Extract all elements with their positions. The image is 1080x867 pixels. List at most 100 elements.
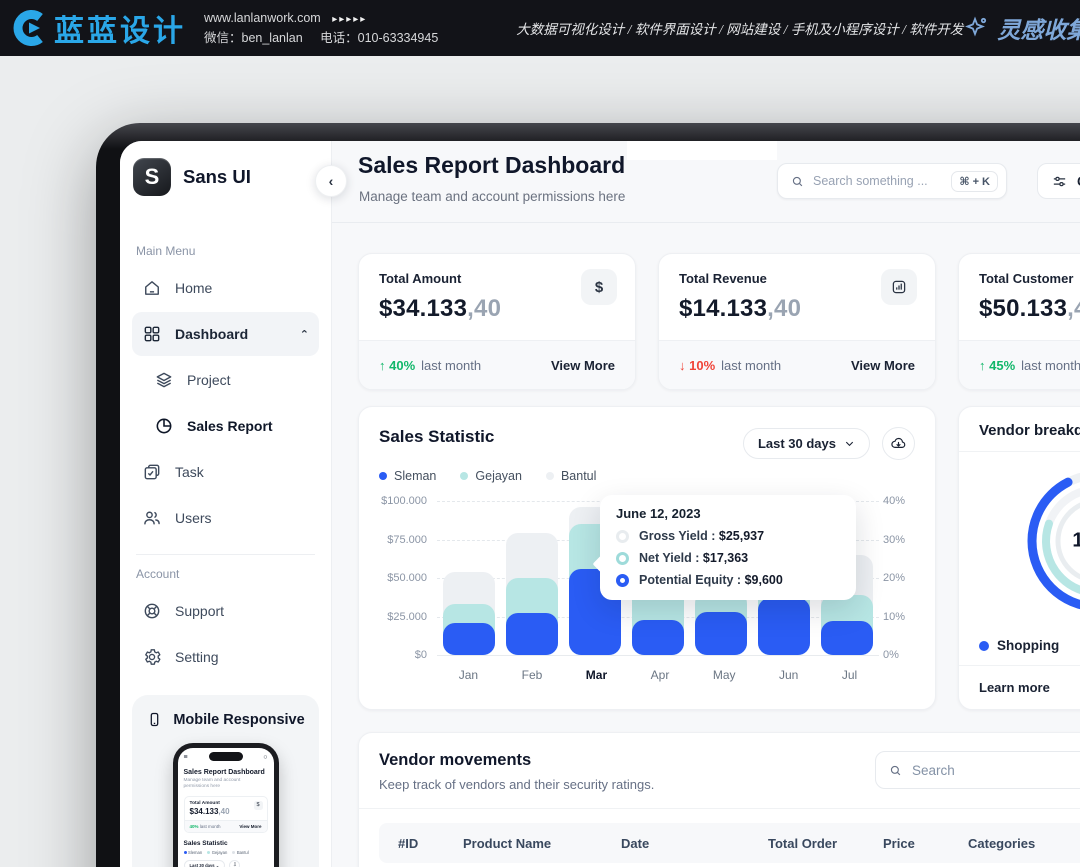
- x-tick-label: Jul: [841, 668, 858, 682]
- legend-item-shopping: Shopping: [979, 638, 1059, 653]
- bar-sleman[interactable]: [758, 598, 811, 655]
- sidebar-item-task[interactable]: Task: [132, 450, 319, 494]
- chart-area: $100.000 $75.000 $50.000 $25.000 $0 40% 30% 20…: [379, 495, 915, 682]
- delta-value: 40%: [389, 357, 416, 373]
- value-dec: ,40: [767, 295, 802, 322]
- legend-item-sleman: Sleman: [379, 469, 436, 483]
- customize-button[interactable]: Customize: [1037, 163, 1080, 199]
- global-search[interactable]: ⌘ + K: [777, 163, 1007, 199]
- section-label-account: Account: [136, 567, 180, 581]
- bar-sleman[interactable]: [442, 622, 495, 655]
- tooltip-row: Gross Yield : $25,937: [616, 529, 840, 543]
- x-tick-label: Jan: [458, 668, 479, 682]
- column-header: Total Order: [768, 835, 838, 851]
- stat-card-footer: ↓ 10% last month View More: [659, 340, 935, 389]
- mobile-card-header: Mobile Responsive: [144, 711, 307, 728]
- view-more-link[interactable]: View More: [550, 357, 615, 373]
- column-header: Date: [621, 835, 650, 851]
- gridline: [437, 655, 879, 656]
- phone-stat-value: $34.133,40: [190, 807, 262, 816]
- vendor-movements-card: Vendor movements Keep track of vendors a…: [358, 732, 1080, 867]
- y-tick-label: $25.000: [387, 610, 427, 623]
- sidebar-item-project[interactable]: Project: [144, 358, 319, 402]
- banner-services: 大数据可视化设计 / 软件界面设计 / 网站建设 / 手机及小程序设计 / 软件…: [516, 22, 964, 37]
- vendor-breakdown-legend: Shopping: [959, 638, 1080, 665]
- brand-logo-icon: S: [133, 158, 171, 196]
- dashboard-content: Total Amount $34.133,40 $ ↑ 40% last mon…: [332, 223, 1080, 867]
- phone-stat-delta: 40% last month: [190, 824, 221, 829]
- sidebar-item-home[interactable]: Home: [132, 266, 319, 310]
- sidebar-item-label: Project: [187, 372, 231, 388]
- stat-card-value: $50.133,40: [979, 295, 1080, 323]
- search-icon: [792, 176, 803, 186]
- y-tick-label: 20%: [883, 572, 906, 584]
- main-header: Sales Report Dashboard Manage team and a…: [332, 141, 1080, 223]
- sidebar-collapse-button[interactable]: ‹: [315, 165, 347, 197]
- phone-icon: [151, 712, 159, 727]
- bar-sleman[interactable]: [631, 619, 684, 655]
- tooltip-text: Net Yield : $17,363: [639, 551, 749, 565]
- phone-notch: [208, 752, 243, 761]
- sidebar-item-label: Home: [175, 280, 213, 296]
- phone-stat-int: $34.133: [189, 806, 219, 816]
- layers-icon: [156, 372, 172, 388]
- bar-sleman[interactable]: [821, 621, 874, 655]
- pie-chart-icon: [156, 418, 172, 434]
- dollar-icon: $: [253, 800, 263, 810]
- value-dec: ,40: [1067, 295, 1080, 322]
- phone-stat-label: Total Amount: [189, 800, 220, 806]
- table-search-input[interactable]: [912, 762, 1080, 778]
- delta-badge: ↓ 10%: [679, 357, 716, 373]
- phone-delta-value: 40%: [189, 823, 199, 829]
- brand-name: Sans UI: [183, 166, 251, 187]
- date-range-select[interactable]: Last 30 days: [742, 428, 870, 459]
- table-search[interactable]: [875, 751, 1080, 789]
- lifebuoy-icon: [144, 603, 160, 619]
- bar-group-feb: [505, 501, 558, 655]
- stat-card-total-amount: Total Amount $34.133,40 $ ↑ 40% last mon…: [358, 253, 636, 390]
- tooltip-text: Gross Yield : $25,937: [639, 529, 765, 543]
- phone-legend-item: Bantul: [232, 850, 249, 855]
- banner-phone: 电话：010-63334945: [320, 31, 439, 45]
- download-button[interactable]: [882, 427, 915, 460]
- view-more-link[interactable]: View More: [850, 357, 915, 373]
- gear-icon: [145, 649, 161, 665]
- sidebar-item-dashboard[interactable]: Dashboard ⌃: [132, 312, 319, 356]
- vendor-movements-title: Vendor movements: [379, 751, 532, 769]
- sidebar-item-support[interactable]: Support: [132, 589, 319, 633]
- sidebar-item-label: Support: [175, 603, 225, 619]
- x-tick-label: Feb: [521, 668, 543, 682]
- y-tick-label: 40%: [883, 495, 906, 507]
- value-int: $14.133: [679, 295, 768, 322]
- delta-period: last month: [1021, 357, 1080, 373]
- bar-sleman[interactable]: [505, 613, 558, 655]
- vendor-breakdown-title: Vendor breakdown: [959, 407, 1080, 452]
- stat-card-body: Total Amount $34.133,40 $: [359, 254, 635, 340]
- search-input[interactable]: [813, 174, 944, 188]
- laptop-frame: S Sans UI ‹ Main Menu Home Dashboard ⌃: [96, 123, 1080, 867]
- stat-card-value: $14.133,40: [679, 295, 915, 323]
- users-icon: [144, 511, 160, 525]
- phone-statusbar: ≡ ○: [184, 753, 268, 762]
- sidebar-item-setting[interactable]: Setting: [132, 635, 319, 679]
- chevron-down-icon: [845, 441, 854, 447]
- chart-header: Sales Statistic Last 30 days: [379, 427, 915, 460]
- banner-logo: 蓝蓝设计: [8, 6, 186, 50]
- phone-range-button: Last 30 days ⌄: [183, 859, 226, 867]
- sidebar-item-users[interactable]: Users: [132, 496, 319, 540]
- stat-card-label: Total Amount: [379, 271, 462, 286]
- page-title: Sales Report Dashboard: [358, 152, 626, 178]
- phone-stat-footer: 40% last month View More: [184, 819, 267, 832]
- learn-more-link[interactable]: Learn more: [959, 665, 1080, 709]
- page-subtitle: Manage team and account permissions here: [359, 189, 626, 204]
- y-tick-label: $0: [414, 649, 427, 661]
- app-screen: S Sans UI ‹ Main Menu Home Dashboard ⌃: [120, 141, 1080, 867]
- bar-sleman[interactable]: [695, 611, 748, 655]
- phone-mockup: ≡ ○ Sales Report Dashboard Manage team a…: [172, 743, 279, 867]
- sidebar-item-sales-report[interactable]: Sales Report: [144, 404, 319, 448]
- banner-inspiration: 灵感收集: [963, 11, 1080, 45]
- phone-delta-period: last month: [199, 823, 221, 829]
- chart-plot: [437, 501, 879, 656]
- stat-card-total-customer: Total Customer $50.133,40 ↑ 45% last mon…: [958, 253, 1080, 390]
- search-icon: ○: [263, 754, 268, 761]
